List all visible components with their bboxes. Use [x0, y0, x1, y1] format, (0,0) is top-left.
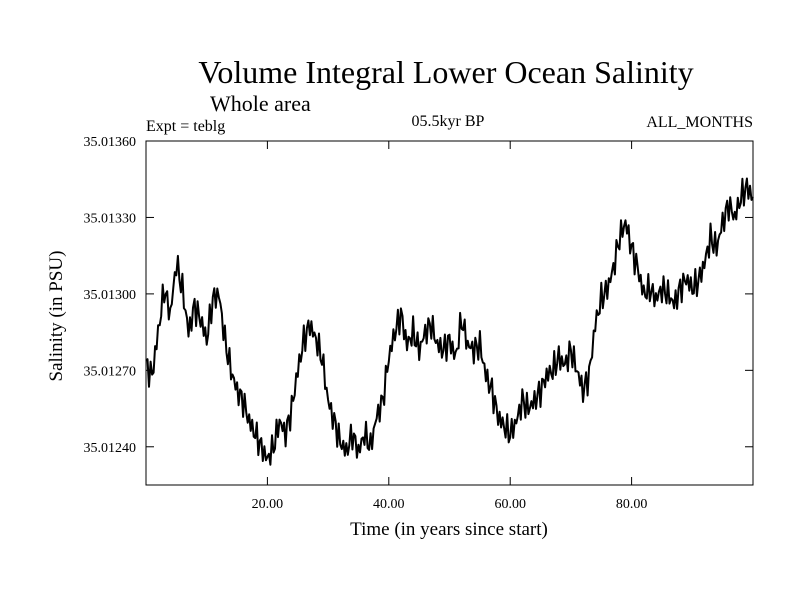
months-label: ALL_MONTHS [646, 114, 753, 131]
chart-subtitle: Whole area [210, 91, 311, 116]
plot-axes [145, 140, 754, 486]
x-tick-label: 20.00 [252, 497, 284, 512]
period-label: 05.5kyr BP [412, 113, 485, 130]
x-tick-label: 60.00 [494, 497, 526, 512]
chart-title: Volume Integral Lower Ocean Salinity [198, 54, 693, 90]
x-axis-label: Time (in years since start) [350, 519, 548, 540]
x-tick-label: 40.00 [373, 497, 405, 512]
series-group [145, 177, 754, 466]
y-tick-label: 35.01330 [84, 211, 137, 226]
y-tick-label: 35.01270 [84, 364, 137, 379]
y-tick-label: 35.01360 [84, 135, 137, 150]
axis-ticks: 20.00 40.00 60.00 80.00 35.01240 35.01270 35.0… [84, 135, 753, 512]
experiment-label: Expt = teblg [146, 118, 225, 135]
x-tick-label: 80.00 [616, 497, 648, 512]
y-tick-label: 35.01240 [84, 441, 137, 456]
y-tick-label: 35.01300 [84, 288, 137, 303]
series-line-salinity [145, 177, 754, 466]
y-axis-label: Salinity (in PSU) [46, 251, 67, 382]
plot-frame [145, 140, 754, 486]
